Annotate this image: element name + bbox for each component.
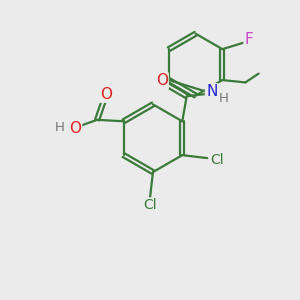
Text: H: H [219,92,229,105]
Text: Cl: Cl [210,154,224,167]
Text: H: H [55,121,64,134]
Text: N: N [206,84,218,99]
Text: F: F [244,32,253,47]
Text: O: O [69,121,81,136]
Text: O: O [156,74,168,88]
Text: Cl: Cl [143,198,157,212]
Text: O: O [100,87,112,102]
